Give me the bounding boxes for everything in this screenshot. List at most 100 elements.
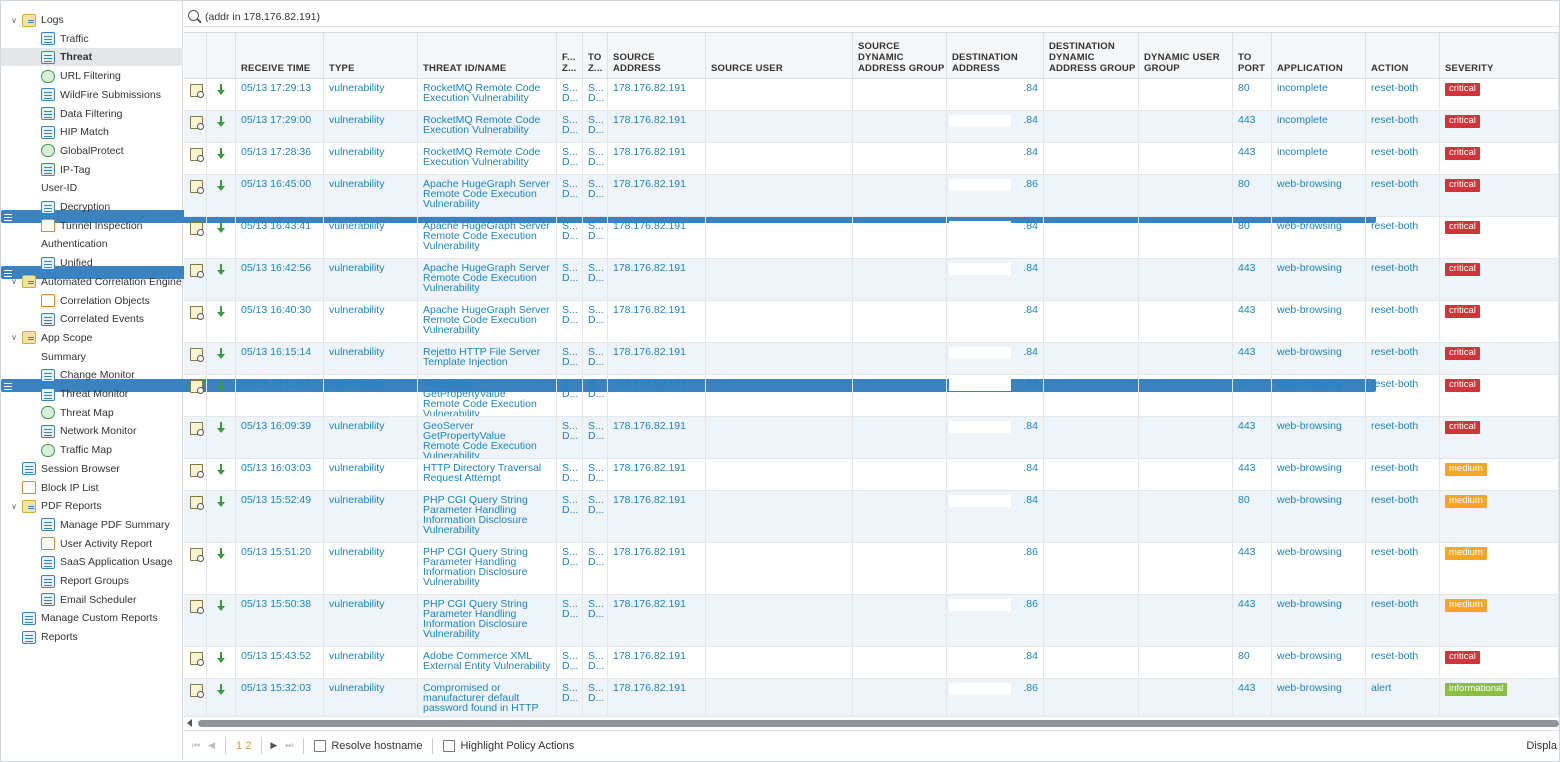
- threat-name[interactable]: PHP CGI Query String: [423, 494, 528, 506]
- to-zone[interactable]: S...: [588, 114, 604, 126]
- receive-time[interactable]: 05/13 17:28:36: [241, 146, 312, 158]
- source-dag-header[interactable]: SOURCE DYNAMIC ADDRESS GROUP: [853, 33, 947, 79]
- log-detail-icon[interactable]: [190, 348, 204, 362]
- threat-name[interactable]: HTTP Directory Traversal: [423, 462, 542, 474]
- application[interactable]: web-browsing: [1277, 598, 1342, 610]
- table-row[interactable]: 05/13 17:29:00 vulnerability RocketMQ Remo…: [184, 111, 1559, 143]
- application[interactable]: web-browsing: [1277, 220, 1342, 232]
- sidebar-item-ip-tag[interactable]: IP-Tag: [1, 161, 183, 179]
- sidebar-item-report-groups[interactable]: Report Groups: [1, 572, 183, 590]
- sidebar-item-manage-custom-reports[interactable]: Manage Custom Reports: [1, 609, 183, 627]
- destination-address[interactable]: .84: [1023, 346, 1038, 358]
- chevron-down-icon[interactable]: ∨: [11, 333, 17, 343]
- threat-name[interactable]: Apache HugeGraph Server: [423, 178, 550, 190]
- application[interactable]: web-browsing: [1277, 378, 1342, 390]
- threat-name[interactable]: Vulnerability: [423, 628, 480, 640]
- table-row[interactable]: 05/13 16:03:03 vulnerability HTTP Director…: [184, 459, 1559, 491]
- table-row[interactable]: 05/13 16:42:56 vulnerability Apache HugeGr…: [184, 259, 1559, 301]
- sidebar-item-tunnel-inspection[interactable]: Tunnel Inspection: [1, 217, 183, 235]
- source-address[interactable]: 178.176.82.191: [613, 82, 686, 94]
- to-port[interactable]: 443: [1238, 114, 1256, 126]
- threat-name[interactable]: Vulnerability: [423, 324, 480, 336]
- destination-address[interactable]: .84: [1023, 304, 1038, 316]
- action[interactable]: reset-both: [1371, 546, 1419, 558]
- sidebar-item-url-filtering[interactable]: URL Filtering: [1, 67, 183, 85]
- table-row[interactable]: 05/13 17:28:36 vulnerability RocketMQ Remo…: [184, 143, 1559, 175]
- to-port[interactable]: 80: [1238, 494, 1250, 506]
- download-pcap-icon[interactable]: [217, 496, 225, 509]
- to-zone[interactable]: D...: [588, 92, 605, 104]
- to-zone[interactable]: S...: [588, 420, 604, 432]
- log-detail-icon[interactable]: [190, 116, 204, 130]
- download-pcap-icon[interactable]: [217, 652, 225, 665]
- to-port[interactable]: 443: [1238, 262, 1256, 274]
- from-zone[interactable]: D...: [562, 472, 579, 484]
- log-detail-icon[interactable]: [190, 548, 204, 562]
- destination-dag-header[interactable]: DESTINATION DYNAMIC ADDRESS GROUP: [1044, 33, 1139, 79]
- source-address[interactable]: 178.176.82.191: [613, 546, 686, 558]
- threat-name[interactable]: GeoServer GetPropertyValue: [423, 378, 506, 400]
- chevron-down-icon[interactable]: ∨: [11, 501, 17, 511]
- log-detail-icon[interactable]: [190, 652, 204, 666]
- action[interactable]: reset-both: [1371, 378, 1419, 390]
- threat-name[interactable]: Remote Code Execution: [423, 398, 537, 410]
- from-zone[interactable]: D...: [562, 356, 579, 368]
- to-port[interactable]: 443: [1238, 346, 1256, 358]
- application[interactable]: incomplete: [1277, 82, 1328, 94]
- threat-name[interactable]: Rejetto HTTP File Server: [423, 346, 541, 358]
- to-port[interactable]: 443: [1238, 598, 1256, 610]
- to-port[interactable]: 443: [1238, 682, 1256, 694]
- source-address[interactable]: 178.176.82.191: [613, 494, 686, 506]
- source-address[interactable]: 178.176.82.191: [613, 650, 686, 662]
- to-port[interactable]: 80: [1238, 650, 1250, 662]
- receive-time[interactable]: 05/13 16:09:39: [241, 420, 312, 432]
- threat-name[interactable]: Template Injection: [423, 356, 508, 368]
- application[interactable]: incomplete: [1277, 114, 1328, 126]
- to-zone[interactable]: S...: [588, 82, 604, 94]
- to-port-header[interactable]: TO PORT: [1233, 33, 1272, 79]
- destination-address[interactable]: .84: [1023, 82, 1038, 94]
- log-type[interactable]: vulnerability: [329, 82, 385, 94]
- threat-name[interactable]: Request Attempt: [423, 472, 501, 484]
- log-detail-icon[interactable]: [190, 306, 204, 320]
- log-type[interactable]: vulnerability: [329, 178, 385, 190]
- action[interactable]: reset-both: [1371, 420, 1419, 432]
- threat-name[interactable]: Vulnerability: [423, 408, 480, 416]
- action[interactable]: reset-both: [1371, 598, 1419, 610]
- sidebar-item-threat-map[interactable]: Threat Map: [1, 404, 183, 422]
- threat-name[interactable]: password found in HTTP: [423, 702, 539, 714]
- from-zone[interactable]: D...: [562, 272, 579, 284]
- table-row[interactable]: 05/13 16:11:13 vulnerability GeoServer Get…: [184, 375, 1559, 417]
- application[interactable]: web-browsing: [1277, 346, 1342, 358]
- from-zone[interactable]: S...: [562, 220, 578, 232]
- threat-name[interactable]: Information Disclosure: [423, 566, 528, 578]
- threat-name[interactable]: Apache HugeGraph Server: [423, 220, 550, 232]
- threat-name[interactable]: Vulnerability: [423, 282, 480, 294]
- threat-name[interactable]: Vulnerability: [423, 198, 480, 210]
- sidebar-item-block-ip-list[interactable]: Block IP List: [1, 479, 183, 497]
- source-address[interactable]: 178.176.82.191: [613, 114, 686, 126]
- to-zone[interactable]: S...: [588, 346, 604, 358]
- download-col[interactable]: [207, 33, 236, 79]
- to-zone[interactable]: D...: [588, 156, 605, 168]
- sidebar-item-session-browser[interactable]: Session Browser: [1, 460, 183, 478]
- to-zone[interactable]: D...: [588, 430, 605, 442]
- severity-header[interactable]: SEVERITY: [1440, 33, 1559, 79]
- threat-name[interactable]: Apache HugeGraph Server: [423, 262, 550, 274]
- application-header[interactable]: APPLICATION: [1272, 33, 1366, 79]
- chevron-down-icon[interactable]: ∨: [11, 277, 17, 287]
- to-zone[interactable]: S...: [588, 178, 604, 190]
- from-zone[interactable]: S...: [562, 346, 578, 358]
- to-zone[interactable]: S...: [588, 146, 604, 158]
- from-zone[interactable]: D...: [562, 188, 579, 200]
- download-pcap-icon[interactable]: [217, 464, 225, 477]
- from-zone[interactable]: D...: [562, 156, 579, 168]
- sidebar-item-correlated-events[interactable]: Correlated Events: [1, 310, 183, 328]
- from-zone[interactable]: S...: [562, 178, 578, 190]
- sidebar-item-user-activity-report[interactable]: User Activity Report: [1, 535, 183, 553]
- to-zone-header[interactable]: TO Z...: [583, 33, 608, 79]
- log-type[interactable]: vulnerability: [329, 114, 385, 126]
- resolve-hostname-checkbox[interactable]: [314, 739, 327, 752]
- to-zone[interactable]: S...: [588, 682, 604, 694]
- source-address[interactable]: 178.176.82.191: [613, 462, 686, 474]
